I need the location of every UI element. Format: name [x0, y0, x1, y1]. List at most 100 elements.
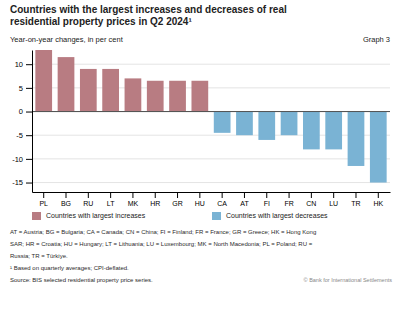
grid-line: [32, 182, 390, 183]
x-tick-mark: [110, 192, 111, 198]
x-tick-mark: [222, 192, 223, 198]
y-tick: 5: [19, 84, 32, 93]
y-axis-line: [32, 51, 33, 193]
footnote: AT = Austria; BG = Bulgaria; CA = Canada…: [10, 229, 316, 235]
bar: [258, 112, 275, 140]
footnote: ¹ Based on quarterly averages; CPI-defla…: [10, 265, 129, 271]
plot: -15 -10 -5 0 5 10 PL BG RU LT MK HR GR HU CA AT FI FR CN LU…: [12, 50, 390, 207]
chart: Countries with the largest increases and…: [0, 0, 400, 317]
x-tick-label: CN: [306, 200, 316, 207]
x-tick: FR: [284, 192, 293, 207]
y-tick-label: 0: [19, 107, 23, 116]
bar: [147, 81, 164, 112]
x-tick-mark: [378, 192, 379, 198]
x-tick-label: HU: [195, 200, 205, 207]
x-tick: TR: [351, 192, 360, 207]
bar: [35, 50, 52, 112]
y-axis: -15 -10 -5 0 5 10: [12, 51, 32, 193]
legend-swatch: [32, 212, 41, 220]
y-tick-label: -5: [16, 131, 23, 140]
bar: [214, 112, 231, 133]
x-tick: FI: [264, 192, 270, 207]
x-tick-mark: [88, 192, 89, 198]
legend-item: Countries with largest increases: [32, 212, 146, 220]
footnote: Source: BIS selected residential propert…: [10, 277, 153, 283]
x-tick-mark: [43, 192, 44, 198]
x-tick: CN: [306, 192, 316, 207]
y-tick: 10: [15, 60, 32, 69]
x-axis: PL BG RU LT MK HR GR HU CA AT FI FR CN LU TR HK: [33, 192, 391, 207]
x-tick-label: TR: [351, 200, 360, 207]
y-tick: -15: [12, 178, 32, 187]
subtitle: Year-on-year changes, in per cent: [10, 35, 124, 44]
bar: [125, 78, 142, 111]
x-tick-label: LU: [329, 200, 338, 207]
legend-label: Countries with largest decreases: [226, 212, 328, 220]
zero-line: [32, 111, 390, 112]
footnote: Russia; TR = Türkiye.: [10, 253, 68, 259]
x-tick-label: GR: [172, 200, 183, 207]
y-tick-label: -10: [12, 155, 23, 164]
bar: [348, 112, 365, 166]
legend: Countries with largest increases Countrie…: [32, 212, 328, 220]
bar: [281, 112, 298, 136]
x-tick: HK: [373, 192, 383, 207]
x-tick: LT: [107, 192, 115, 207]
y-tick-label: -15: [12, 178, 23, 187]
x-tick-mark: [333, 192, 334, 198]
x-tick-mark: [289, 192, 290, 198]
title-line: residential property prices in Q2 2024¹: [10, 16, 192, 27]
x-tick-label: AT: [240, 200, 249, 207]
x-tick-mark: [132, 192, 133, 198]
x-tick-mark: [66, 192, 67, 198]
x-tick-mark: [155, 192, 156, 198]
footnote: © Bank for International Settlements: [304, 277, 393, 283]
x-tick-mark: [177, 192, 178, 198]
y-tick-label: 5: [19, 84, 23, 93]
bar: [325, 112, 342, 150]
x-tick-label: MK: [128, 200, 139, 207]
title-line: Countries with the largest increases and…: [10, 4, 287, 15]
grid-line: [32, 111, 390, 112]
x-tick-mark: [199, 192, 200, 198]
x-tick-mark: [244, 192, 245, 198]
bar: [370, 112, 387, 183]
y-tick-mark: [26, 112, 32, 113]
bar: [191, 81, 208, 112]
x-axis-line: [33, 192, 391, 193]
x-tick-label: RU: [83, 200, 93, 207]
x-tick-label: FI: [264, 200, 270, 207]
x-tick-label: HR: [150, 200, 160, 207]
y-tick: -10: [12, 155, 32, 164]
bar: [80, 69, 97, 112]
y-tick: -5: [16, 131, 32, 140]
x-tick-label: CA: [217, 200, 227, 207]
x-tick: CA: [217, 192, 227, 207]
bar: [303, 112, 320, 150]
x-tick: HR: [150, 192, 160, 207]
annotation: Graph 3: [363, 35, 390, 44]
x-tick: MK: [128, 192, 139, 207]
y-tick-mark: [26, 64, 32, 65]
x-tick: BG: [61, 192, 71, 207]
footnote: SAR; HR = Croatia; HU = Hungary; LT = Li…: [10, 241, 313, 247]
x-tick: RU: [83, 192, 93, 207]
bar: [236, 112, 253, 136]
bars: [35, 50, 386, 183]
x-tick-label: BG: [61, 200, 71, 207]
legend-label: Countries with largest increases: [46, 212, 146, 220]
bar: [58, 57, 75, 111]
x-tick: PL: [39, 192, 48, 207]
grid: [32, 64, 390, 182]
y-tick-label: 10: [15, 60, 23, 69]
x-tick: AT: [240, 192, 249, 207]
legend-item: Countries with largest decreases: [212, 212, 328, 220]
x-tick-label: PL: [39, 200, 48, 207]
x-tick-label: LT: [107, 200, 115, 207]
y-tick-mark: [26, 183, 32, 184]
x-tick-label: HK: [373, 200, 383, 207]
x-tick-label: FR: [284, 200, 293, 207]
legend-swatch: [212, 212, 221, 220]
bar: [169, 81, 186, 112]
y-tick-mark: [26, 159, 32, 160]
